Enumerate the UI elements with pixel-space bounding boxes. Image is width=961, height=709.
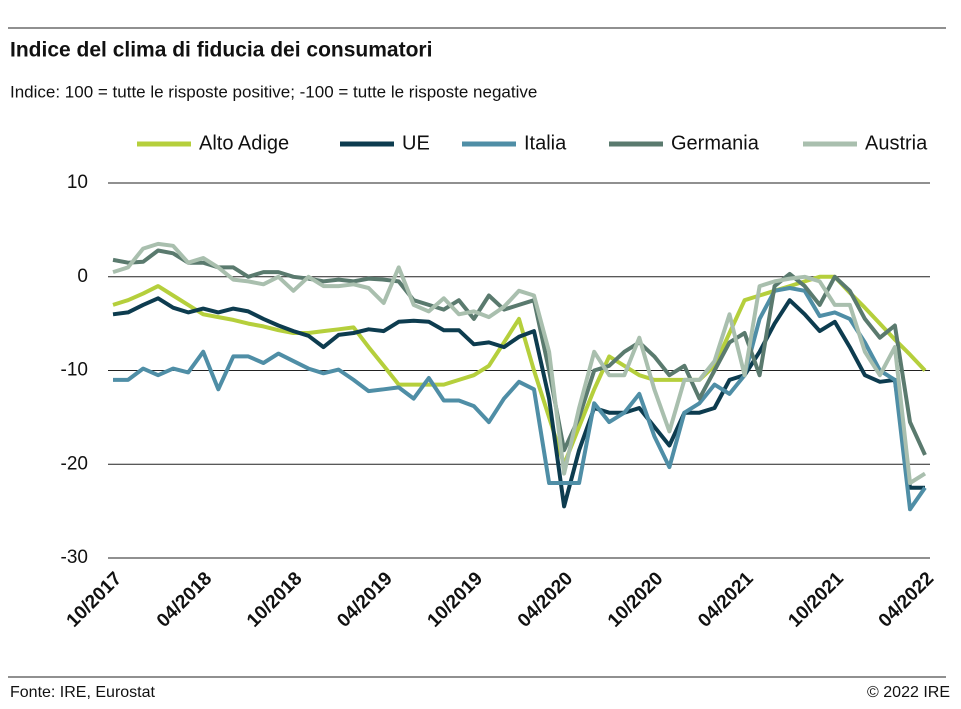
series-line <box>112 248 927 456</box>
legend-label: Austria <box>865 132 928 154</box>
series-line <box>113 286 927 512</box>
chart-title: Indice del clima di fiducia dei consumat… <box>10 39 432 62</box>
legend-label: Italia <box>524 132 567 154</box>
x-tick-label: 04/2020 <box>514 568 577 631</box>
x-tick-label: 10/2020 <box>604 568 667 631</box>
y-tick-label: 10 <box>67 172 88 193</box>
copyright: © 2022 IRE <box>867 684 950 701</box>
y-tick-label: -10 <box>61 360 88 381</box>
source: Fonte: IRE, Eurostat <box>10 684 156 701</box>
legend-label: Germania <box>671 132 760 154</box>
x-tick-label: 10/2021 <box>784 568 848 632</box>
x-tick-label: 04/2021 <box>694 568 758 632</box>
legend-label: UE <box>402 132 430 154</box>
x-tick-label: 10/2017 <box>63 568 126 631</box>
x-tick-label: 10/2018 <box>243 568 306 631</box>
subtitle: Indice: 100 = tutte le risposte positive… <box>10 82 537 101</box>
x-tick-label: 04/2022 <box>875 568 938 631</box>
series-line <box>112 296 925 509</box>
y-tick-label: -20 <box>61 453 88 474</box>
x-tick-label: 04/2019 <box>333 568 396 631</box>
series-line <box>112 241 927 485</box>
legend-label: Alto Adige <box>199 132 289 154</box>
x-tick-label: 04/2018 <box>153 568 216 631</box>
y-tick-label: 0 <box>77 266 88 287</box>
y-tick-label: -30 <box>61 547 88 568</box>
x-tick-label: 10/2019 <box>424 568 487 631</box>
